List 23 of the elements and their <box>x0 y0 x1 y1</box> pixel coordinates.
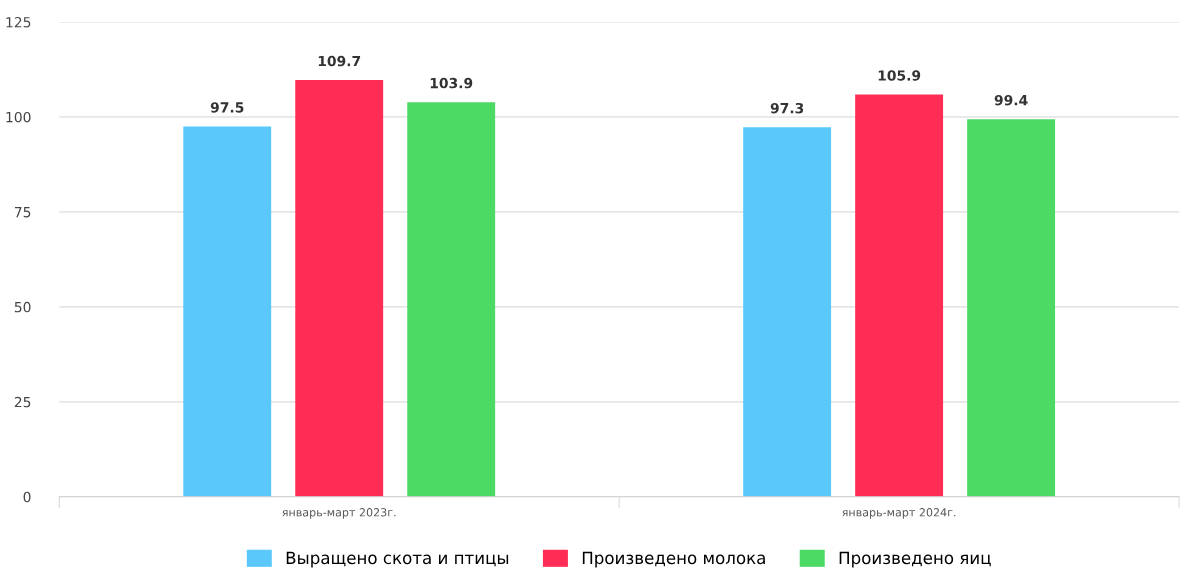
data-label: 105.9 <box>878 70 921 81</box>
legend-label: Выращено скота и птицы <box>286 551 509 568</box>
y-tick-label: 0 <box>23 491 31 503</box>
y-tick-label: 25 <box>14 396 31 408</box>
data-label: 99.4 <box>994 94 1028 106</box>
data-label: 109.7 <box>318 55 361 67</box>
bar <box>855 94 944 497</box>
bar <box>967 119 1056 497</box>
data-label: 97.5 <box>210 102 244 113</box>
bar <box>407 102 496 497</box>
y-tick-label: 75 <box>14 207 31 218</box>
legend-label: Произведено яиц <box>839 551 991 568</box>
data-label: 97.3 <box>770 102 804 114</box>
legend-label: Произведено молока <box>582 551 765 568</box>
bar <box>183 126 272 497</box>
y-tick-label: 125 <box>6 16 31 28</box>
y-tick-label: 50 <box>14 301 31 313</box>
data-label: 103.9 <box>430 77 473 89</box>
x-tick-label: январь-март 2024г. <box>842 508 956 519</box>
bar <box>743 127 832 497</box>
y-tick-label: 100 <box>6 111 31 123</box>
bar <box>295 80 384 497</box>
x-tick-label: январь-март 2023г. <box>282 508 396 519</box>
